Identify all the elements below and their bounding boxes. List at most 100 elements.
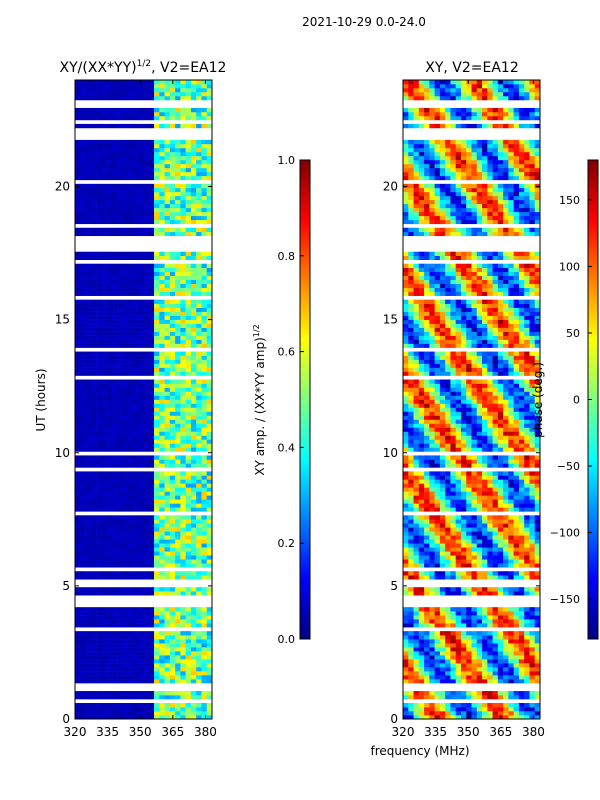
heatmap-cell	[80, 399, 86, 404]
heatmap-cell	[487, 639, 493, 644]
heatmap-cell	[75, 355, 81, 360]
heatmap-cell	[190, 707, 197, 712]
heatmap-cell	[85, 107, 92, 113]
heatmap-cell	[513, 643, 520, 648]
heatmap-cell	[122, 555, 128, 560]
heatmap-cell	[138, 463, 144, 468]
heatmap-cell	[408, 439, 414, 444]
heatmap-cell	[180, 551, 186, 556]
heatmap-cell	[138, 319, 144, 324]
heatmap-cell	[439, 631, 446, 636]
heatmap-cell	[132, 539, 139, 544]
heatmap-cell	[201, 539, 208, 544]
heatmap-cell	[169, 303, 176, 308]
heatmap-cell	[127, 335, 134, 340]
heatmap-cell	[508, 659, 514, 664]
heatmap-cell	[101, 555, 107, 560]
heatmap-cell	[201, 335, 208, 340]
heatmap-cell	[154, 459, 160, 464]
heatmap-cell	[143, 507, 150, 512]
heatmap-cell	[80, 507, 86, 512]
heatmap-cell	[196, 203, 202, 209]
heatmap-cell	[180, 651, 186, 656]
heatmap-cell	[403, 703, 409, 708]
heatmap-cell	[524, 591, 530, 596]
heatmap-cell	[445, 619, 451, 624]
heatmap-cell	[80, 479, 86, 484]
heatmap-cell	[96, 407, 102, 412]
heatmap-cell	[471, 623, 478, 628]
heatmap-cell	[175, 695, 181, 700]
heatmap-cell	[127, 331, 134, 336]
heatmap-cell	[201, 80, 208, 85]
heatmap-cell	[492, 571, 499, 576]
heatmap-cell	[206, 80, 213, 85]
heatmap-cell	[190, 143, 197, 149]
heatmap-cell	[80, 395, 86, 400]
heatmap-cell	[206, 551, 213, 556]
heatmap-cell	[206, 123, 213, 129]
heatmap-cell	[132, 471, 139, 476]
heatmap-cell	[196, 615, 202, 620]
heatmap-cell	[403, 615, 409, 620]
heatmap-cell	[175, 587, 181, 592]
heatmap-cell	[132, 479, 139, 484]
heatmap-cell	[127, 395, 134, 400]
heatmap-cell	[487, 671, 493, 676]
heatmap-cell	[154, 631, 160, 636]
heatmap-cell	[148, 91, 155, 97]
heatmap-cell	[185, 587, 192, 592]
heatmap-cell	[206, 419, 213, 424]
heatmap-cell	[164, 307, 171, 312]
heatmap-cell	[201, 403, 208, 408]
heatmap-cell	[96, 575, 102, 580]
heatmap-cell	[101, 651, 107, 656]
heatmap-cell	[492, 671, 499, 676]
heatmap-cell	[413, 439, 420, 444]
heatmap-cell	[180, 667, 186, 672]
heatmap-cell	[101, 80, 107, 85]
heatmap-cell	[206, 611, 213, 616]
heatmap-cell	[413, 571, 420, 576]
heatmap-cell	[154, 219, 160, 225]
heatmap-cell	[117, 555, 123, 560]
heatmap-cell	[460, 675, 467, 680]
heatmap-cell	[492, 703, 499, 708]
heatmap-cell	[154, 507, 160, 512]
heatmap-cell	[497, 463, 504, 468]
heatmap-cell	[175, 619, 181, 624]
heatmap-cell	[164, 655, 171, 660]
heatmap-cell	[185, 463, 192, 468]
heatmap-cell	[175, 643, 181, 648]
heatmap-cell	[117, 343, 123, 348]
heatmap-cell	[169, 123, 176, 129]
heatmap-cell	[503, 623, 509, 628]
heatmap-cell	[101, 395, 107, 400]
heatmap-cell	[143, 395, 150, 400]
heatmap-cell	[403, 443, 409, 448]
heatmap-cell	[408, 695, 414, 700]
heatmap-cell	[476, 671, 483, 676]
heatmap-cell	[476, 587, 483, 592]
heatmap-cell	[117, 95, 123, 101]
heatmap-cell	[482, 435, 488, 440]
heatmap-cell	[164, 287, 171, 292]
heatmap-cell	[206, 387, 213, 392]
heatmap-cell	[508, 523, 514, 528]
heatmap-cell	[111, 159, 118, 165]
heatmap-cell	[159, 611, 165, 616]
heatmap-cell	[190, 647, 197, 652]
heatmap-cell	[106, 523, 113, 528]
heatmap-cell	[111, 611, 118, 616]
heatmap-cell	[148, 459, 155, 464]
heatmap-cell	[450, 499, 456, 504]
heatmap-cell	[206, 455, 213, 460]
heatmap-cell	[106, 311, 113, 316]
heatmap-cell	[159, 211, 165, 217]
heatmap-cell	[169, 403, 176, 408]
heatmap-cell	[455, 431, 462, 436]
heatmap-cell	[101, 351, 107, 356]
heatmap-cell	[159, 463, 165, 468]
heatmap-cell	[196, 491, 202, 496]
heatmap-cell	[90, 319, 97, 324]
